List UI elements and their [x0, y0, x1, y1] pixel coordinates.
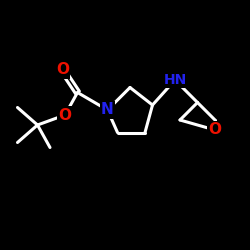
- Text: O: O: [58, 108, 71, 122]
- Text: HN: HN: [164, 73, 186, 87]
- Text: N: N: [101, 102, 114, 118]
- Text: O: O: [208, 122, 222, 138]
- Text: O: O: [56, 62, 69, 78]
